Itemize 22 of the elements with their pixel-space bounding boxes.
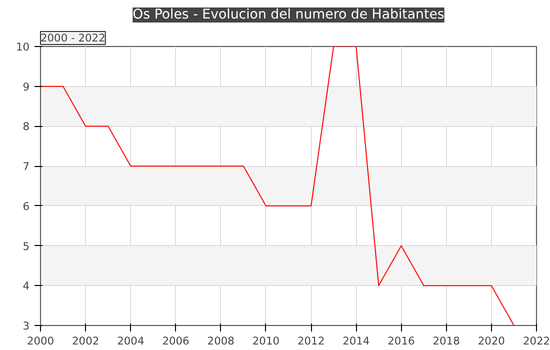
x-tick-label: 2020 — [478, 334, 506, 348]
y-tick-label: 6 — [22, 200, 30, 213]
y-tick-label: 7 — [22, 160, 30, 174]
x-tick-label: 2022 — [522, 334, 550, 348]
text: 2000 - 2022 — [40, 32, 106, 44]
x-tick-label: 2012 — [297, 334, 325, 348]
y-tick-label: 9 — [22, 80, 30, 94]
x-tick-label: 2002 — [72, 334, 100, 348]
x-tick-label: 2006 — [162, 334, 190, 348]
y-tick-label: 3 — [22, 320, 30, 332]
x-tick-label: 2014 — [342, 334, 370, 348]
y-tick-label: 10 — [16, 40, 30, 54]
x-tick-label: 2004 — [117, 334, 144, 348]
y-tick-label: 5 — [22, 240, 30, 253]
x-tick-label: 2018 — [432, 334, 460, 348]
x-tick-label: 2010 — [252, 334, 280, 348]
x-tick-label: 2016 — [388, 334, 416, 348]
chart-title: Os Poles - Evolucion del numero de Habitantes — [132, 8, 444, 22]
y-tick-label: 4 — [22, 280, 30, 293]
x-tick-label: 2008 — [207, 334, 235, 348]
y-tick-label: 8 — [22, 120, 30, 134]
x-tick-label: 2000 — [26, 334, 54, 348]
